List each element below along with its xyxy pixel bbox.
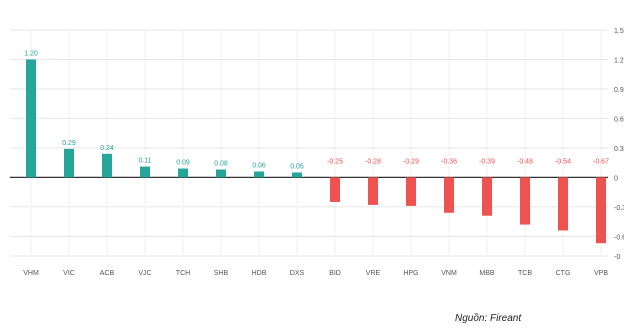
x-tick-label: MBB xyxy=(479,270,495,277)
bar-TCB xyxy=(520,177,530,225)
data-label: 0.08 xyxy=(214,161,228,168)
data-label: -0.67 xyxy=(593,158,609,165)
data-label: 0.09 xyxy=(176,160,190,167)
bar-MBB xyxy=(482,177,492,216)
x-tick-label: VIC xyxy=(63,270,75,277)
bar-chart: 1.5 1.2 0.9 0.6 0.3 0 -0.3 -0.6 -0 1.20 VHM 0.29 VIC… xyxy=(10,28,624,277)
data-label: 0.29 xyxy=(62,140,76,147)
x-tick-label: TCH xyxy=(176,270,190,277)
data-label: -0.48 xyxy=(517,158,533,165)
x-tick-label: VPB xyxy=(594,270,608,277)
y-tick-label: -0.3 xyxy=(614,205,624,212)
bar-SHB xyxy=(216,169,226,178)
bar-VJC xyxy=(140,166,150,178)
x-tick-label: VRE xyxy=(366,270,381,277)
data-label: -0.28 xyxy=(365,158,381,165)
bar-DXS xyxy=(292,172,302,178)
y-tick-label: 0.3 xyxy=(614,146,624,153)
x-tick-label: HPG xyxy=(403,270,418,277)
data-label: -0.54 xyxy=(555,158,571,165)
bar-VRE xyxy=(368,177,378,205)
y-tick-label: 1.5 xyxy=(614,28,624,35)
data-label: 0.05 xyxy=(290,163,304,170)
x-tick-label: HDB xyxy=(252,270,267,277)
x-tick-label: VJC xyxy=(138,270,151,277)
y-tick-label: -0 xyxy=(614,254,620,261)
x-tick-label: VHM xyxy=(23,270,39,277)
x-tick-label: SHB xyxy=(214,270,229,277)
bar-BID xyxy=(330,177,340,202)
data-label: 0.24 xyxy=(100,145,114,152)
x-tick-label: ACB xyxy=(100,270,115,277)
x-tick-label: CTG xyxy=(556,270,571,277)
bar-TCH xyxy=(178,168,188,178)
y-tick-label: -0.6 xyxy=(614,234,624,241)
bar-VIC xyxy=(64,148,74,178)
bar-VNM xyxy=(444,177,454,213)
data-label: -0.29 xyxy=(403,158,419,165)
x-tick-label: BID xyxy=(329,270,341,277)
data-label: 0.11 xyxy=(138,158,151,165)
bar-HDB xyxy=(254,171,264,178)
bar-ACB xyxy=(102,153,112,178)
y-tick-label: 0 xyxy=(614,175,618,182)
data-label: 0.06 xyxy=(252,162,266,169)
x-tick-label: DXS xyxy=(290,270,305,277)
data-label: -0.25 xyxy=(327,158,343,165)
source-caption: Nguồn: Fireant xyxy=(455,313,522,324)
x-tick-label: TCB xyxy=(518,270,532,277)
bar-VPB xyxy=(596,177,606,244)
y-tick-label: 0.6 xyxy=(614,116,624,123)
y-tick-label: 0.9 xyxy=(614,87,624,94)
bar-CTG xyxy=(558,177,568,231)
y-tick-label: 1.2 xyxy=(614,57,624,64)
bar-VHM xyxy=(26,59,36,178)
bar-HPG xyxy=(406,177,416,206)
data-label: 1.20 xyxy=(24,50,38,57)
data-label: -0.36 xyxy=(441,158,457,165)
x-tick-label: VNM xyxy=(441,270,457,277)
data-label: -0.39 xyxy=(479,158,495,165)
